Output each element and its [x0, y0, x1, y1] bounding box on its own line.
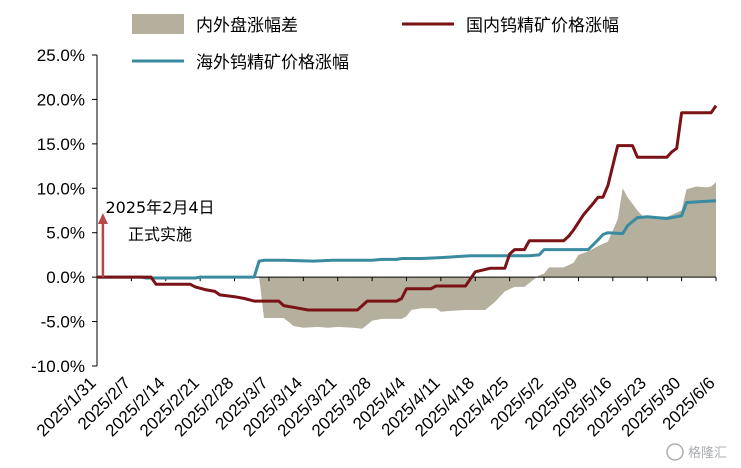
watermark-logo-icon [666, 443, 684, 461]
annotation-line-1: 2025年2月4日 [105, 198, 214, 217]
line-series-overseas [97, 199, 717, 280]
line-series-domestic [97, 104, 718, 312]
annotation-line-2: 正式实施 [128, 225, 192, 244]
y-tick-label: 0.0% [46, 268, 85, 287]
legend-label-domestic: 国内钨精矿价格涨幅 [466, 16, 619, 36]
area-series-spread [97, 182, 716, 329]
x-tick-labels: 2025/1/312025/2/72025/2/142025/2/212025/… [33, 373, 719, 440]
watermark: 格隆汇 [666, 443, 727, 461]
annotation: 2025年2月4日 正式实施 [97, 198, 215, 278]
y-tick-label: 5.0% [46, 224, 85, 243]
y-tick-label: -5.0% [41, 313, 85, 332]
y-tick-label: 20.0% [37, 90, 85, 109]
watermark-text: 格隆汇 [688, 445, 727, 461]
legend-swatch-spread [132, 14, 184, 34]
legend-label-overseas: 海外钨精矿价格涨幅 [196, 53, 349, 73]
y-tick-label: 10.0% [37, 179, 85, 198]
y-tick-labels: -10.0% -5.0% 0.0% 5.0% 10.0% 15.0% 20.0% 25.0% [31, 46, 85, 376]
legend: 内外盘涨幅差 国内钨精矿价格涨幅 海外钨精矿价格涨幅 [132, 14, 619, 73]
legend-label-spread: 内外盘涨幅差 [196, 16, 298, 36]
y-tick-label: 25.0% [37, 46, 85, 65]
y-tick-marks [92, 54, 97, 367]
annotation-arrow-head [97, 212, 108, 224]
y-tick-label: 15.0% [37, 135, 85, 154]
y-tick-label: -10.0% [31, 357, 85, 376]
